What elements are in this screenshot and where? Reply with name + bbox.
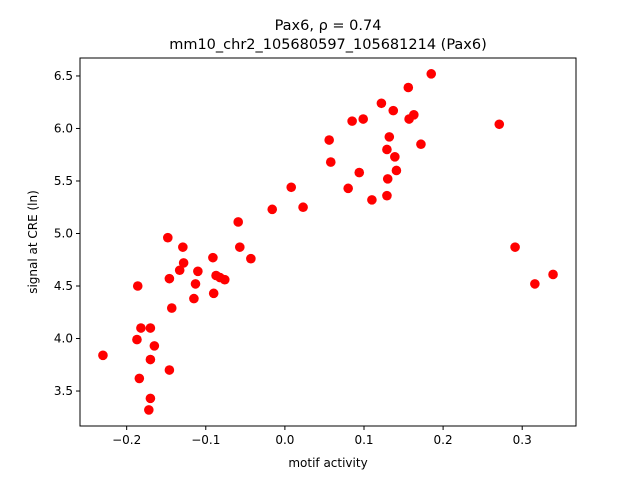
y-axis-ticks: 3.5 4.0 4.5 5.0 5.5 6.0 6.5 <box>54 69 80 398</box>
data-point <box>190 279 201 289</box>
data-point <box>354 167 365 178</box>
data-point <box>416 139 426 150</box>
data-point <box>391 165 402 176</box>
data-point <box>530 279 540 289</box>
data-point <box>98 350 108 361</box>
data-point <box>144 405 154 415</box>
data-point <box>494 119 505 130</box>
chart-title-line1: Pax6, ρ = 0.74 <box>275 18 382 34</box>
data-point <box>286 182 297 193</box>
data-point <box>145 393 156 404</box>
data-point <box>548 269 558 280</box>
y-tick-label: 3.5 <box>54 384 73 398</box>
x-tick-label: −0.1 <box>191 433 220 447</box>
y-axis-label: signal at CRE (ln) <box>26 190 40 294</box>
data-point <box>388 105 399 116</box>
data-point <box>325 157 336 167</box>
data-point <box>234 242 245 252</box>
data-point <box>132 334 142 345</box>
data-points <box>98 69 558 415</box>
y-tick-label: 6.5 <box>54 69 73 83</box>
data-point <box>189 293 199 304</box>
data-point <box>145 323 156 333</box>
x-axis-label: motif activity <box>288 456 367 470</box>
data-point <box>178 242 188 252</box>
data-point <box>376 98 387 109</box>
x-tick-label: −0.2 <box>112 433 141 447</box>
data-point <box>219 274 230 285</box>
x-tick-label: 0.3 <box>513 433 532 447</box>
data-point <box>134 373 145 384</box>
chart-title-line2: mm10_chr2_105680597_105681214 (Pax6) <box>169 37 487 53</box>
x-tick-label: 0.1 <box>354 433 373 447</box>
data-point <box>403 82 414 93</box>
x-axis-ticks: −0.2 −0.1 0.0 0.1 0.2 0.3 <box>112 426 532 447</box>
data-point <box>324 135 334 145</box>
data-point <box>384 132 395 142</box>
y-tick-label: 6.0 <box>54 121 73 135</box>
data-point <box>233 217 244 227</box>
x-tick-label: 0.0 <box>275 433 294 447</box>
data-point <box>347 116 357 126</box>
data-point <box>343 183 353 194</box>
y-tick-label: 4.5 <box>54 279 73 293</box>
data-point <box>246 253 256 264</box>
x-tick-label: 0.2 <box>434 433 453 447</box>
data-point <box>166 303 177 313</box>
data-point <box>298 202 308 213</box>
data-point <box>145 354 156 365</box>
data-point <box>208 252 218 263</box>
data-point <box>132 281 143 291</box>
y-tick-label: 5.5 <box>54 174 73 188</box>
y-tick-label: 5.0 <box>54 226 73 240</box>
data-point <box>510 242 520 252</box>
data-point <box>164 365 175 375</box>
data-point <box>382 174 393 184</box>
data-point <box>426 69 437 79</box>
data-point <box>163 232 173 243</box>
data-point <box>409 110 419 120</box>
data-point <box>390 152 400 162</box>
data-point <box>164 273 175 284</box>
data-point <box>178 258 189 268</box>
data-point <box>358 114 369 124</box>
data-point <box>267 204 278 215</box>
data-point <box>382 144 392 155</box>
data-point <box>193 266 203 277</box>
data-point <box>174 265 185 276</box>
data-point <box>136 323 146 333</box>
data-point <box>382 190 392 201</box>
y-tick-label: 4.0 <box>54 332 73 346</box>
data-point <box>367 195 377 205</box>
data-point <box>208 288 219 299</box>
plot-frame <box>79 57 577 427</box>
data-point <box>149 341 160 351</box>
